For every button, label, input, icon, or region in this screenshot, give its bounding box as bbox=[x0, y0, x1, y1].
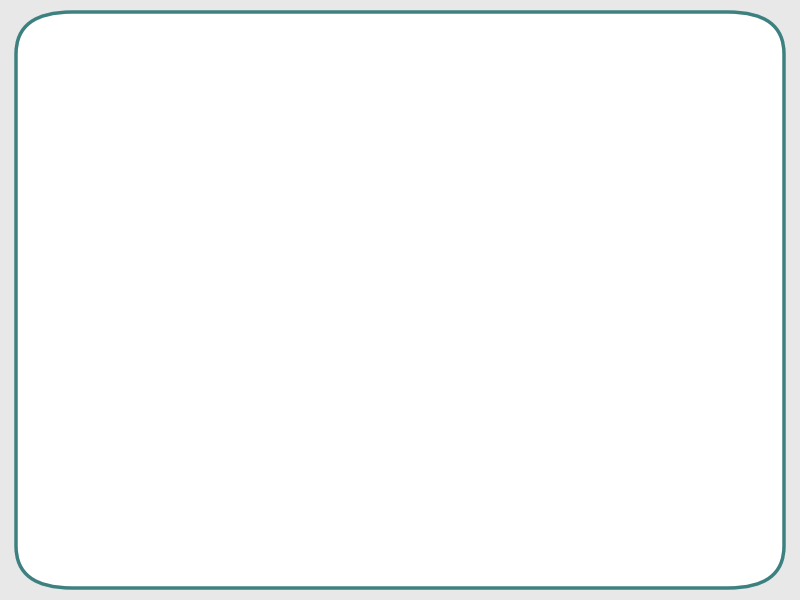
Text: Structural types of words: Structural types of words bbox=[94, 479, 462, 507]
Text: Semantic classification of morphemes: Semantic classification of morphemes bbox=[94, 409, 650, 437]
Circle shape bbox=[41, 340, 69, 362]
Circle shape bbox=[41, 169, 69, 191]
Text: Methods of word-structure analysis: Methods of word-structure analysis bbox=[94, 166, 607, 194]
Circle shape bbox=[41, 244, 69, 266]
Circle shape bbox=[41, 412, 69, 434]
Text: Distinction between “morpheme”,
“morph”, “allomorph”: Distinction between “morpheme”, “morph”,… bbox=[94, 223, 594, 287]
Circle shape bbox=[41, 482, 69, 504]
Text: Structural classification of morphemes: Structural classification of morphemes bbox=[94, 337, 658, 365]
Text: Problems for discussion: Problems for discussion bbox=[129, 53, 653, 91]
